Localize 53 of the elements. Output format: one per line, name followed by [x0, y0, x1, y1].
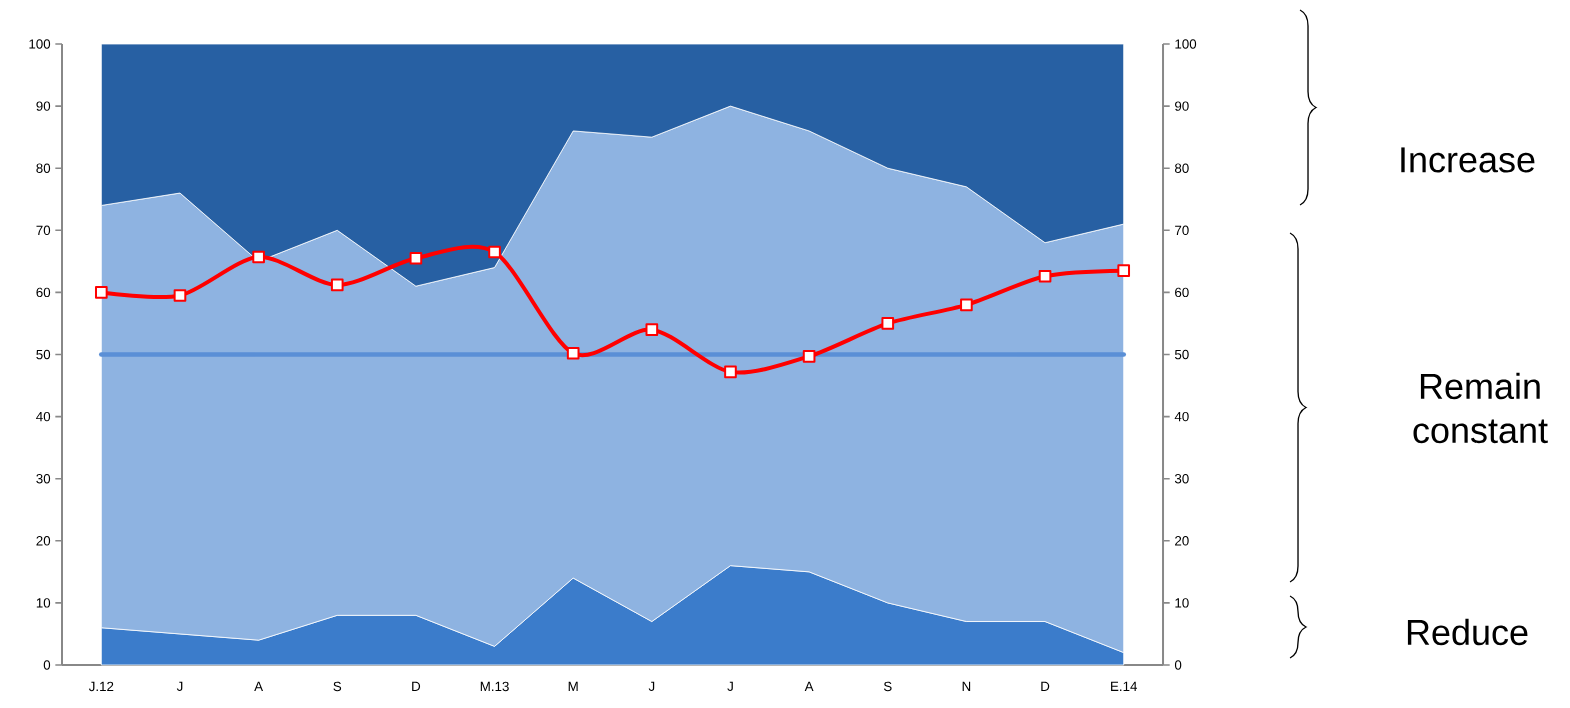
y2-tick-label: 20: [1175, 536, 1189, 546]
y-tick-label: 20: [36, 536, 51, 546]
y-tick-label: 10: [36, 598, 51, 608]
y-tick-label: 0: [43, 660, 51, 670]
y2-tick-label: 30: [1174, 473, 1189, 484]
y-tick-label: 70: [36, 225, 51, 236]
point: [488, 245, 501, 259]
y-tick-label: 60: [36, 287, 51, 298]
x-tick-label: M: [568, 681, 578, 691]
text: Remain constant: [1413, 372, 1548, 444]
y-tick-label: 90: [36, 101, 51, 111]
y2-tick-label: 50: [1174, 349, 1189, 360]
x-tick-label: J: [727, 681, 733, 692]
point: [960, 298, 973, 312]
x-tick-label: M.13: [480, 681, 509, 692]
point: [802, 350, 816, 363]
point: [330, 278, 344, 292]
x-tick-label: A: [804, 681, 814, 691]
point: [94, 286, 108, 299]
y2-tick-label: 90: [1175, 101, 1189, 111]
y2-tick-label: 60: [1175, 287, 1189, 298]
point: [566, 346, 580, 360]
x-tick-label: S: [333, 681, 342, 692]
y2-tick-label: 100: [1175, 39, 1197, 49]
x-tick-label: S: [883, 681, 892, 692]
text: Increase: [1401, 147, 1535, 173]
x-tick-label: E.14: [1111, 681, 1138, 691]
y2-tick-label: 0: [1174, 660, 1182, 670]
x-tick-label: D: [412, 681, 421, 691]
y-tick-label: 30: [36, 473, 51, 484]
x-tick-label: J: [176, 681, 183, 692]
y-tick-label: 100: [29, 39, 51, 49]
y2-tick-label: 10: [1175, 598, 1189, 608]
x-tick-label: N: [962, 681, 971, 691]
y2-tick-label: 40: [1174, 411, 1189, 422]
x-tick-label: J: [648, 681, 655, 692]
point: [645, 323, 659, 336]
y-tick-label: 50: [36, 349, 51, 360]
y-tick-label: 40: [36, 411, 51, 422]
point: [724, 365, 737, 379]
x-tick-label: D: [1041, 681, 1050, 691]
point: [409, 251, 423, 265]
point: [1117, 264, 1131, 277]
y2-tick-label: 80: [1174, 163, 1189, 173]
y2-tick-label: 70: [1175, 225, 1189, 236]
point: [252, 250, 265, 264]
point: [1038, 269, 1052, 283]
text: Reduce: [1407, 618, 1528, 646]
point: [173, 289, 187, 302]
x-tick-label: J.12: [88, 681, 114, 692]
y-tick-label: 80: [36, 163, 51, 173]
point: [881, 317, 895, 330]
x-tick-label: A: [254, 681, 264, 691]
